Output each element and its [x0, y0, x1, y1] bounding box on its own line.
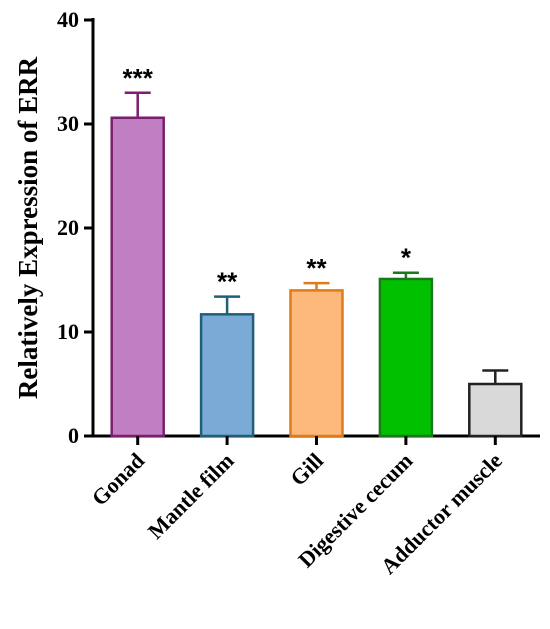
bar	[289, 289, 344, 438]
y-tick-label: 30	[57, 111, 79, 136]
significance-label: **	[306, 253, 327, 283]
y-tick-label: 20	[57, 215, 79, 240]
x-category-label: Mantle film	[143, 448, 239, 544]
significance-label: *	[401, 243, 412, 273]
bar	[468, 382, 523, 438]
bar	[199, 313, 255, 438]
significance-label: ***	[123, 63, 154, 93]
bar	[110, 116, 165, 438]
y-tick-label: 10	[57, 319, 79, 344]
bar	[378, 277, 434, 438]
y-axis-title: Relatively Expression of ERR	[13, 56, 43, 399]
y-tick-label: 40	[57, 7, 79, 32]
x-category-label: Gonad	[87, 448, 150, 511]
x-category-label: Gill	[285, 448, 328, 491]
significance-label: **	[217, 267, 238, 297]
y-tick-label: 0	[68, 423, 79, 448]
